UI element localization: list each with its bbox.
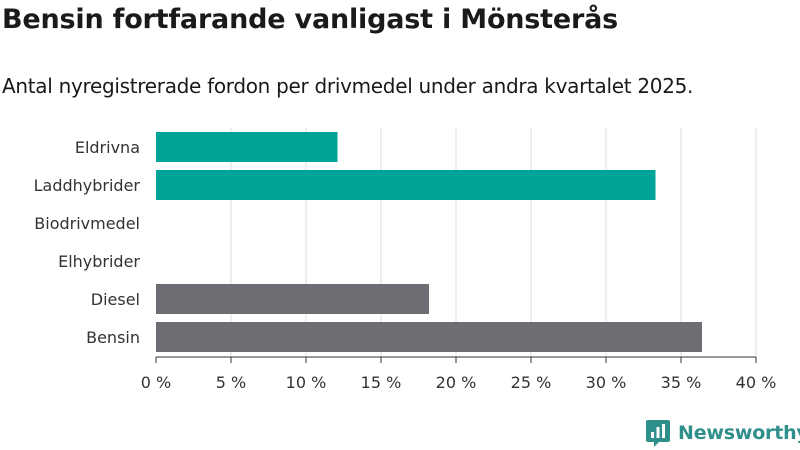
newsworthy-logo-icon [646,420,670,447]
x-tick-label: 35 % [661,373,702,392]
gridlines [155,128,757,363]
bars [156,132,702,352]
chart-title: Bensin fortfarande vanligast i Mönsterås [2,4,619,35]
category-label: Laddhybrider [34,176,141,195]
x-tick-label: 30 % [586,373,627,392]
x-tick-label: 40 % [736,373,777,392]
x-tick-label: 25 % [511,373,552,392]
category-labels: Eldrivna Laddhybrider Biodrivmedel Elhybrid… [34,138,141,347]
chart-subtitle: Antal nyregistrerade fordon per drivmede… [2,74,694,98]
x-tick-label: 15 % [361,373,402,392]
bar [156,170,656,200]
bar [156,284,429,314]
x-tick-label: 20 % [436,373,477,392]
brand-name: Newsworthy [678,422,800,444]
bar [156,132,338,162]
category-label: Bensin [86,328,140,347]
x-tick-label: 5 % [216,373,246,392]
x-tick-label: 10 % [286,373,327,392]
category-label: Eldrivna [75,138,140,157]
category-label: Diesel [91,290,140,309]
category-label: Biodrivmedel [34,214,140,233]
bar [156,322,702,352]
category-label: Elhybrider [58,252,140,271]
x-tick-labels: 0 % 5 % 10 % 15 % 20 % 25 % 30 % 35 % 40 % [141,373,777,392]
x-tick-label: 0 % [141,373,171,392]
brand-logo: Newsworthy [645,418,800,448]
